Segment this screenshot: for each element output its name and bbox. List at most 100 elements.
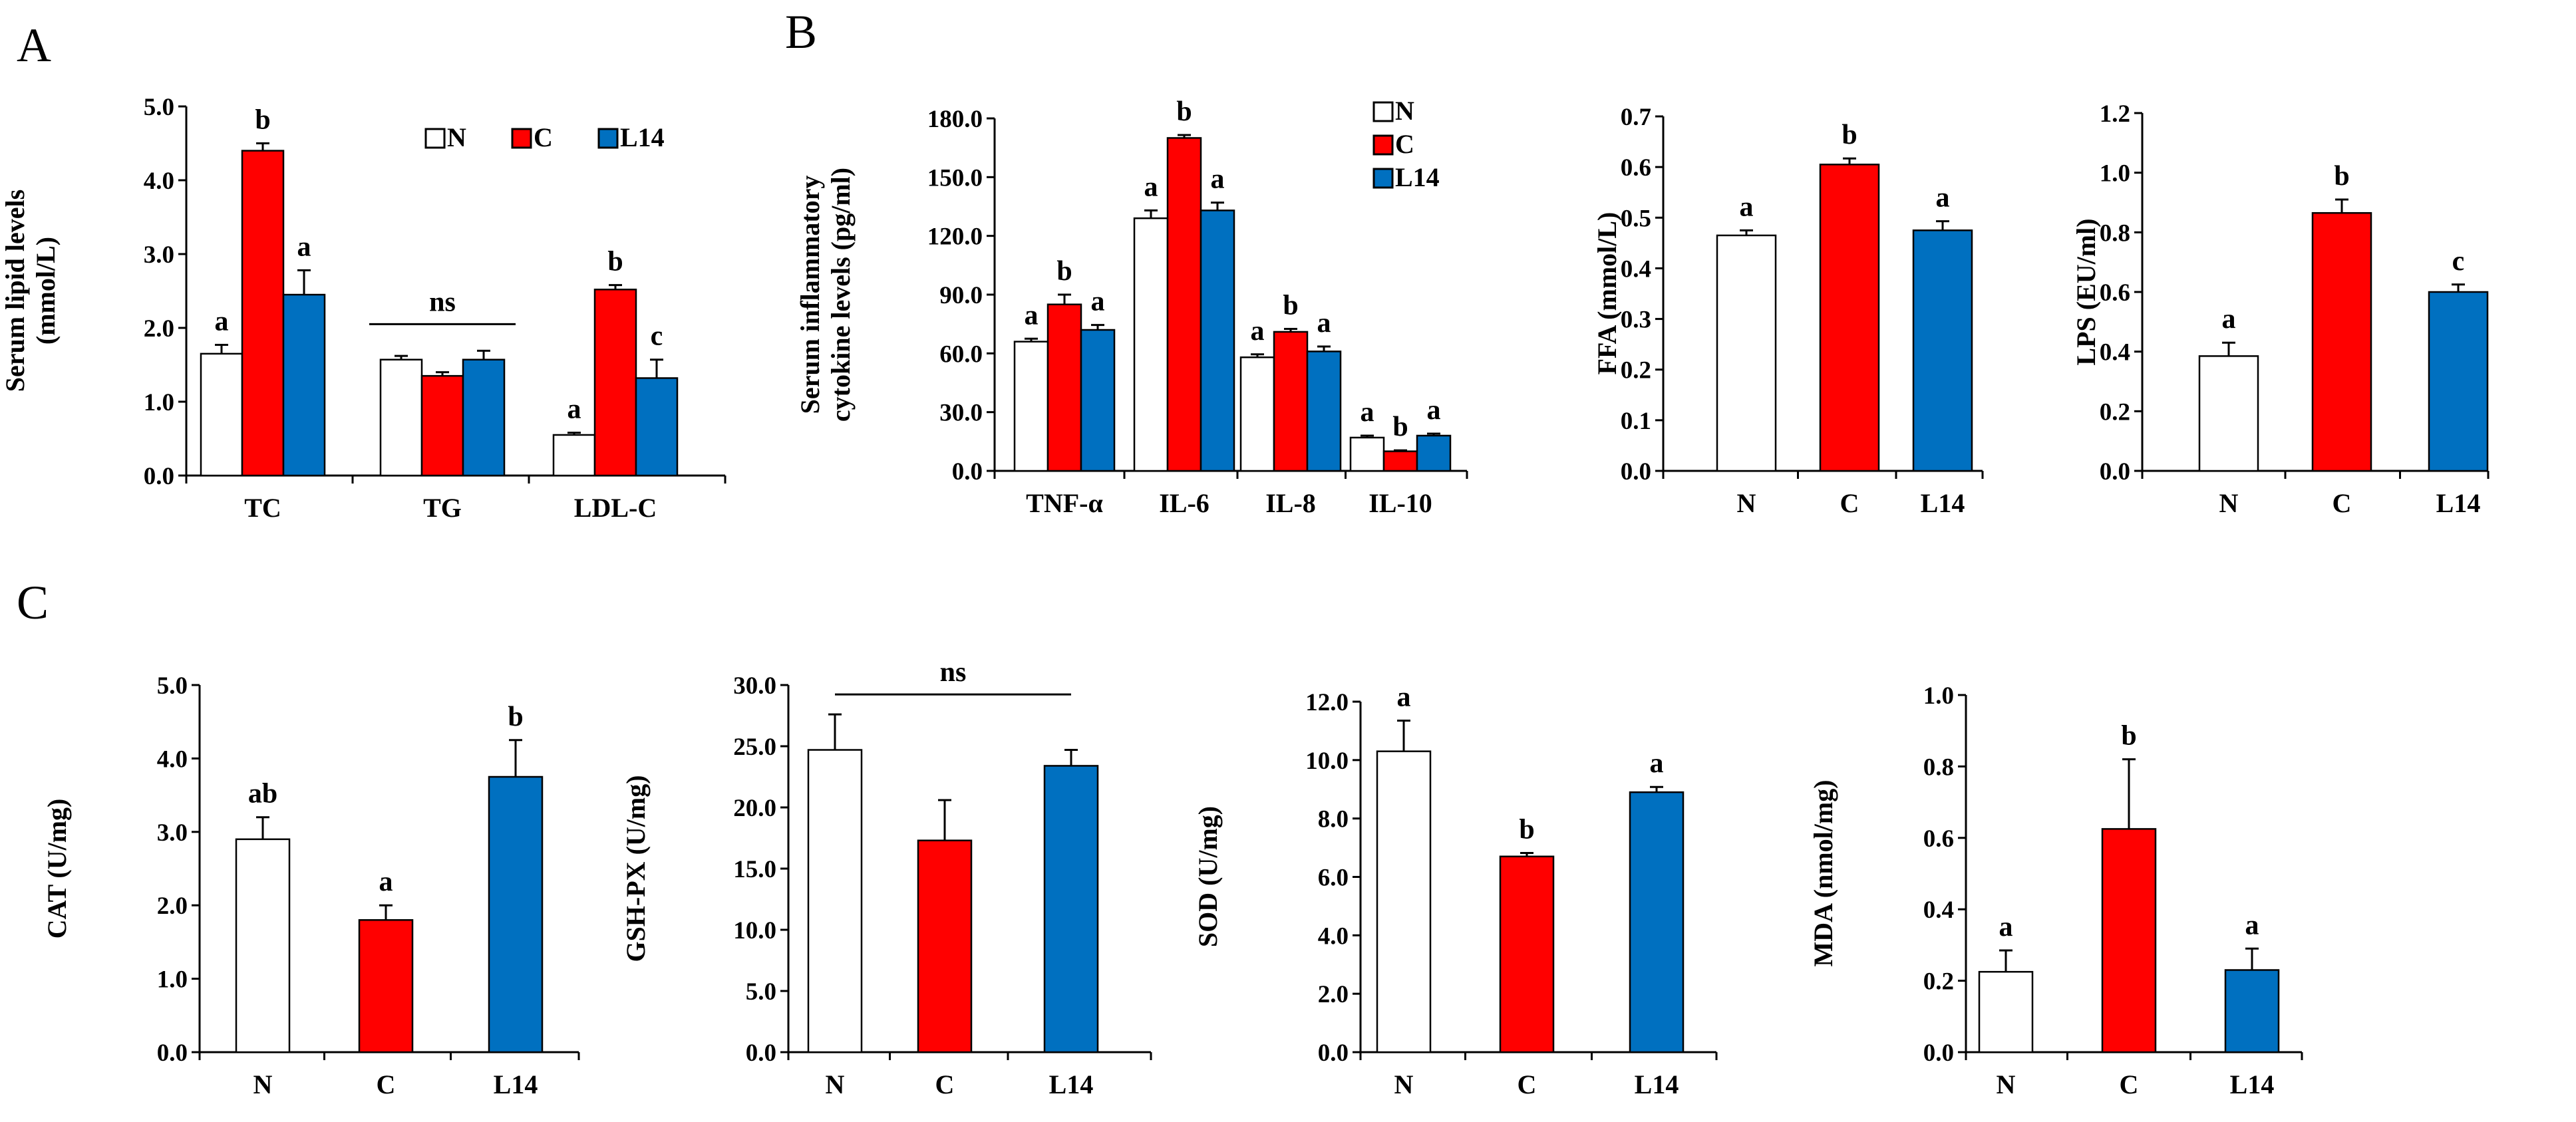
y-tick-label: 0.4 xyxy=(1621,255,1651,283)
x-tick-label: L14 xyxy=(2230,1069,2275,1099)
panel-letter-a: A xyxy=(17,19,51,72)
x-tick-label: N xyxy=(1997,1069,2016,1099)
y-tick-label: 0.0 xyxy=(952,458,983,486)
bar-c xyxy=(2101,828,2157,1053)
legend-swatch-n xyxy=(424,128,446,149)
y-tick-label: 1.0 xyxy=(2100,160,2130,188)
y-axis-label: SOD (U/mg) xyxy=(1193,806,1223,947)
x-tick-label: N xyxy=(1737,488,1756,518)
significance-letter: a xyxy=(2245,910,2259,940)
y-tick-label: 15.0 xyxy=(733,856,776,883)
legend-label: L14 xyxy=(1395,162,1440,192)
y-tick-label: 1.0 xyxy=(157,966,188,994)
y-tick-label: 0.4 xyxy=(1923,897,1954,924)
significance-letter: b xyxy=(1842,120,1857,150)
significance-letter: b xyxy=(2334,161,2349,192)
significance-letter: a xyxy=(1427,395,1441,426)
y-tick-label: 6.0 xyxy=(1318,865,1349,892)
bar-c xyxy=(1819,164,1880,472)
y-tick-label: 3.0 xyxy=(144,241,174,269)
bar-n xyxy=(1013,341,1049,472)
y-tick-label: 0.8 xyxy=(2100,219,2130,247)
significance-letter: b xyxy=(1392,412,1408,442)
x-tick-label: L14 xyxy=(2436,488,2481,518)
significance-letter: b xyxy=(2121,721,2136,752)
y-tick-label: 0.6 xyxy=(2100,279,2130,307)
chart-sod: 0.0 2.0 4.0 6.0 8.0 10.0 12.0 N C L14 SOD (U/mg) a b… xyxy=(1193,682,1718,1099)
chart-gsh-px: 0.0 5.0 10.0 15.0 20.0 25.0 30.0 N C L14 GSH-PX (U… xyxy=(621,657,1152,1099)
y-tick-label: 20.0 xyxy=(733,795,776,822)
bar-l14 xyxy=(1080,329,1116,472)
y-tick-label: 2.0 xyxy=(144,315,174,343)
bar-l14 xyxy=(1912,229,1973,472)
y-tick-label: 0.0 xyxy=(1923,1040,1954,1067)
bar-c xyxy=(1273,331,1309,472)
y-tick-label: 1.0 xyxy=(1923,682,1954,710)
y-axis-label: (mmol/L) xyxy=(31,237,61,345)
x-tick-label: C xyxy=(935,1069,955,1099)
bar-c xyxy=(358,919,414,1053)
bar-l14 xyxy=(635,377,679,477)
bar-l14 xyxy=(1043,765,1099,1053)
bar-l14 xyxy=(2428,291,2489,472)
y-tick-label: 90.0 xyxy=(939,282,983,309)
chart-serum-cytokine: 0.0 30.0 60.0 90.0 120.0 150.0 180.0 TNF-α IL-6 I… xyxy=(795,96,1468,518)
significance-letter: b xyxy=(508,702,523,732)
x-tick-label: C xyxy=(2120,1069,2139,1099)
significance-letter: a xyxy=(297,231,311,262)
significance-letter: b xyxy=(1056,256,1072,287)
x-tick-label: N xyxy=(1394,1069,1414,1099)
x-tick-label: IL-6 xyxy=(1159,488,1209,518)
y-tick-label: 10.0 xyxy=(733,917,776,944)
y-tick-label: 0.2 xyxy=(1923,968,1954,996)
significance-letter: a xyxy=(379,867,393,897)
significance-letter: a xyxy=(2222,304,2236,335)
y-axis-label: GSH-PX (U/mg) xyxy=(621,775,651,962)
x-tick-label: L14 xyxy=(1049,1069,1094,1099)
bar-c xyxy=(593,289,637,477)
significance-letter: a xyxy=(1397,682,1411,713)
y-tick-label: 0.0 xyxy=(1318,1040,1349,1067)
x-tick-label: IL-10 xyxy=(1368,488,1432,518)
y-axis-label: cytokine levels (pg/ml) xyxy=(826,168,856,422)
significance-letter: b xyxy=(607,247,623,277)
y-tick-label: 5.0 xyxy=(144,94,174,121)
significance-letter: a xyxy=(1740,192,1754,222)
significance-letter: a xyxy=(1361,397,1374,428)
legend-label: C xyxy=(534,122,553,152)
y-tick-label: 4.0 xyxy=(1318,922,1349,950)
significance-letter: b xyxy=(1283,291,1298,321)
x-tick-label: N xyxy=(826,1069,845,1099)
x-tick-label: N xyxy=(2219,488,2239,518)
legend-swatch-l14 xyxy=(1372,168,1394,189)
significance-letter: a xyxy=(1025,300,1039,331)
y-tick-label: 5.0 xyxy=(746,978,776,1006)
bar-c xyxy=(917,839,973,1053)
significance-letter: a xyxy=(1936,183,1950,213)
bar-n xyxy=(552,434,596,477)
significance-letter: a xyxy=(1211,164,1225,195)
y-tick-label: 0.1 xyxy=(1621,408,1651,435)
legend-swatch-l14 xyxy=(597,128,619,149)
bar-l14 xyxy=(1200,210,1235,472)
bar-n xyxy=(1978,970,2034,1053)
chart-lps: 0.0 0.2 0.4 0.6 0.8 1.0 1.2 N C L14 LPS (EU/ml) a b c xyxy=(2071,100,2490,518)
x-tick-label: L14 xyxy=(1921,488,1965,518)
bar-n xyxy=(1349,436,1385,472)
y-tick-label: 150.0 xyxy=(927,164,983,192)
y-tick-label: 180.0 xyxy=(927,106,983,133)
legend-label: L14 xyxy=(620,122,665,152)
legend-swatch-c xyxy=(1372,134,1394,156)
bar-n xyxy=(1716,234,1777,472)
x-tick-label: L14 xyxy=(1635,1069,1679,1099)
x-tick-label: C xyxy=(1518,1069,1537,1099)
y-axis-label: LPS (EU/ml) xyxy=(2071,218,2101,365)
y-tick-label: 2.0 xyxy=(1318,981,1349,1008)
bar-l14 xyxy=(1416,434,1452,472)
x-tick-label: TG xyxy=(423,493,462,523)
x-tick-label: C xyxy=(377,1069,396,1099)
y-tick-label: 0.0 xyxy=(746,1040,776,1067)
bar-n xyxy=(235,838,291,1053)
y-axis-label: MDA (nmol/mg) xyxy=(1808,779,1838,966)
